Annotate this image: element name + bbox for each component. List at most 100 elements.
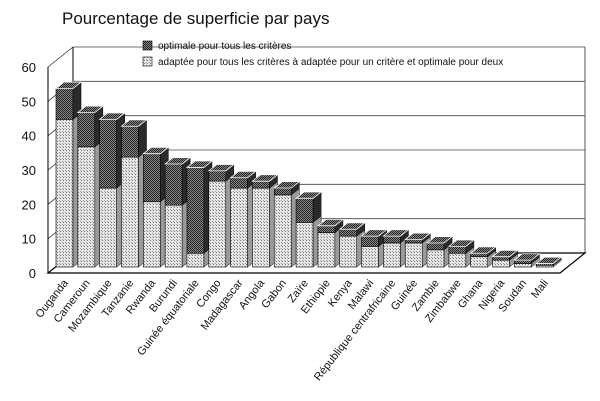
bar-segment-optimal [339, 228, 358, 237]
chart-title: Pourcentage de superficie par pays [62, 9, 329, 28]
bar-top [251, 174, 279, 182]
bar-group [316, 218, 345, 268]
legend-swatch-adapted [142, 56, 153, 67]
bar-segment-adapted [514, 263, 532, 268]
bar-group [185, 160, 214, 268]
bar-top [229, 170, 257, 179]
bar-top [76, 105, 104, 113]
y-tick-label: 0 [29, 266, 36, 281]
bar-top [207, 164, 235, 172]
bar-segment-adapted [317, 232, 336, 268]
bar-segment-adapted [492, 259, 510, 268]
bar-segment-optimal [143, 153, 161, 203]
y-tick-label: 30 [22, 163, 36, 178]
bar-group [54, 81, 83, 268]
bar-segment-optimal [317, 225, 336, 233]
bar-top [120, 119, 148, 127]
bar-segment-adapted [383, 242, 401, 268]
bar-segment-optimal [252, 180, 270, 189]
y-tick-label: 40 [22, 129, 36, 144]
bar-segment-adapted [295, 222, 314, 268]
legend-swatch-optimal [142, 40, 153, 51]
bar-segment-optimal [404, 239, 423, 244]
bar-group [404, 232, 432, 268]
bar-group [142, 146, 170, 268]
bar-segment-adapted [404, 242, 423, 268]
bar-group [425, 236, 454, 268]
bar-top [98, 112, 126, 120]
bar-group [163, 157, 192, 268]
x-tick-labels: OugandaCamerounMozambiqueTanzanieRwandaB… [34, 277, 551, 383]
bar-segment-optimal [426, 242, 445, 251]
bar-segment-adapted [230, 187, 248, 268]
y-tick-label: 20 [22, 197, 36, 212]
bar-group [447, 239, 476, 268]
bar-top [294, 191, 323, 199]
bar-segment-adapted [55, 119, 74, 268]
bars [54, 81, 563, 268]
bar-segment-adapted [426, 249, 445, 268]
bar-top [491, 249, 519, 258]
bar-segment-optimal [295, 198, 314, 223]
bar-top [535, 256, 563, 264]
bar-top [338, 222, 366, 230]
bar-top [142, 146, 170, 155]
bar-group [98, 112, 126, 268]
bar-segment-adapted [186, 252, 205, 268]
bar-group [382, 229, 410, 268]
bar-segment-optimal [164, 163, 183, 206]
bar-top [316, 218, 345, 227]
bar-top [163, 157, 192, 165]
bar-segment-optimal [77, 112, 96, 148]
bar-segment-optimal [121, 125, 139, 158]
bar-segment-adapted [143, 201, 161, 268]
y-tick-label: 50 [22, 94, 36, 109]
bar-segment-optimal [361, 235, 379, 247]
bar-segment-optimal [99, 119, 117, 189]
bar-group [120, 119, 148, 268]
bar-top [469, 246, 497, 254]
bar-segment-adapted [252, 187, 270, 268]
bar-segment-optimal [383, 235, 401, 244]
bar-segment-adapted [121, 156, 139, 268]
bar-top [360, 229, 388, 237]
bar-segment-adapted [164, 204, 183, 268]
bar-segment-adapted [448, 252, 467, 268]
bar-segment-optimal [514, 259, 532, 264]
bar-top [404, 232, 432, 240]
bar-segment-adapted [99, 187, 117, 268]
bar-group [294, 191, 323, 268]
bar-segment-adapted [273, 194, 292, 268]
legend-label-optimal: optimale pour tous les critères [158, 41, 291, 52]
bar-group [360, 229, 388, 268]
bar-top [273, 181, 301, 189]
bar-segment-adapted [208, 180, 227, 268]
gridline-side [47, 46, 74, 68]
bar-segment-optimal [55, 88, 74, 120]
bar-segment-optimal [273, 187, 292, 196]
bar-segment-adapted [339, 235, 358, 268]
bar-segment-adapted [77, 146, 96, 268]
bar-group [273, 181, 301, 268]
bar-group [76, 105, 104, 268]
bar-segment-adapted [361, 246, 379, 268]
y-tick-label: 10 [22, 232, 36, 247]
bar-top [447, 239, 476, 247]
bar-group [469, 246, 497, 268]
bar-group [251, 174, 279, 268]
bar-top [185, 160, 214, 168]
bar-group [535, 256, 563, 268]
legend-label-adapted: adaptée pour tous les critères à adaptée… [158, 57, 503, 68]
bar-group [207, 163, 235, 268]
bar-top [54, 81, 83, 89]
bar-group [229, 170, 257, 268]
bar-group [338, 222, 366, 268]
bar-segment-adapted [470, 256, 489, 268]
bar-segment-optimal [470, 252, 489, 257]
bar-top [513, 253, 541, 261]
bar-group [513, 253, 541, 268]
bar-top [382, 229, 410, 237]
bar-segment-optimal [208, 170, 227, 182]
